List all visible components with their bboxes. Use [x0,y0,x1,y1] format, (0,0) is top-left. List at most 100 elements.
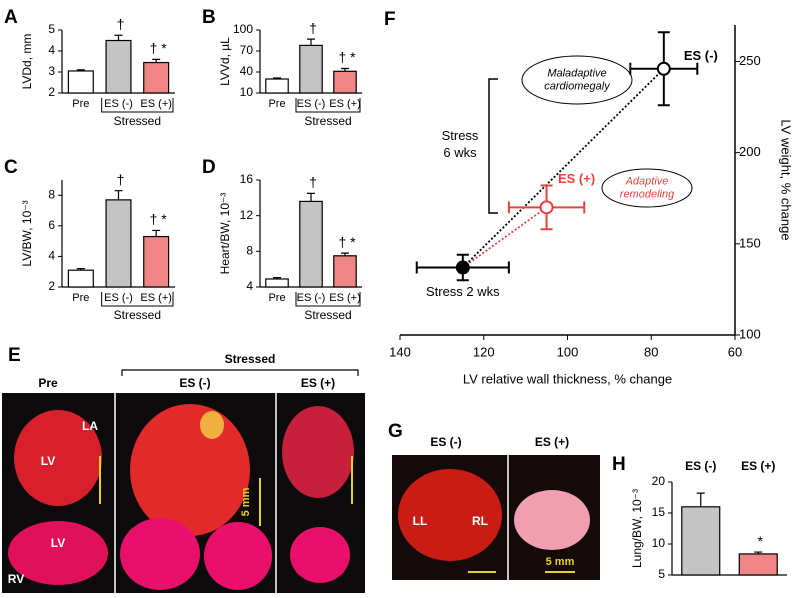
category-label: ES (+) [741,459,775,473]
heart [282,406,354,498]
y-axis-label: LV weight, % change [779,119,794,240]
heart [14,410,102,506]
x-tick-label: 100 [557,344,579,359]
annotation: † * [338,49,356,65]
point-label: Stress 2 wks [426,284,500,299]
annotation: 6 wks [443,145,477,160]
point [656,61,671,76]
y-tick-label: 12 [240,208,254,222]
column-label: Pre [38,376,58,390]
y-tick-label: 6 [48,218,55,232]
bar [105,39,132,94]
panel-label: A [4,7,18,28]
y-axis-label: Lung/BW, 10⁻³ [630,489,644,568]
panel-label: E [8,345,21,366]
y-axis-label: LV/BW, 10⁻³ [20,200,34,266]
connector [462,68,665,269]
panel-label: F [384,9,396,30]
category-label: Pre [268,98,285,110]
y-tick-label: 4 [246,279,253,293]
annotation: * [758,533,764,549]
y-tick-label: 3 [48,64,55,78]
y-tick-label: 4 [48,249,55,263]
y-tick-label: 70 [240,43,254,57]
label: RL [472,514,488,528]
group-label: Stressed [304,114,351,128]
y-tick-label: 40 [240,64,254,78]
category-label: ES (-) [685,459,716,473]
error-bar [696,492,705,507]
heart-slice [120,518,200,590]
error-bar [754,551,763,554]
error-bar [273,77,281,79]
annotation-ellipse [601,168,693,208]
annotation: † [309,20,317,36]
x-tick-label: 120 [473,344,495,359]
lung [398,469,502,561]
bar [333,255,357,288]
x-tick-label: 80 [644,344,658,359]
y-tick-label: 100 [233,22,253,36]
panel-label: H [612,454,626,475]
annotation: † [309,174,317,190]
panel-label: G [388,421,403,442]
group-bracket [101,98,174,113]
annotation: † * [150,211,168,227]
annotation: † [117,171,125,187]
annotation-ellipse [521,55,633,105]
error-bar [273,277,281,279]
photo-panel-g: G ES (-) ES (+) LL RL 5 mm [388,421,600,580]
heart-slice [204,522,272,590]
category-label: ES (-) [104,292,133,304]
error-bar [114,34,123,41]
label: RV [8,572,24,586]
point [455,260,470,275]
error-bar [152,58,161,63]
annotation: Maladaptive [547,67,606,79]
panel-label: D [202,157,216,178]
heart-slice [8,521,108,585]
y-tick-label: 5 [48,22,55,36]
error-bar [341,252,349,256]
y-tick-label: 2 [48,279,55,293]
bar [681,506,721,576]
panel-label: B [202,7,216,28]
label: LV [41,454,55,468]
label: LA [82,419,98,433]
group-bracket [295,292,361,307]
category-label: Pre [72,98,89,110]
bar [265,278,289,288]
panel-label: C [4,157,18,178]
category-label: ES (+) [140,292,171,304]
bar [299,200,323,288]
error-bar [341,67,349,72]
y-tick-label: 250 [739,53,761,68]
bar [67,70,94,94]
x-tick-label: 60 [728,344,742,359]
annotation: † * [150,40,168,56]
error-bar [114,190,123,200]
category-label: ES (-) [297,98,326,110]
column-label: ES (-) [179,376,210,390]
category-label: Pre [72,292,89,304]
y-tick-label: 10 [652,536,666,550]
heart [130,404,250,536]
y-axis-label: Heart/BW, 10⁻³ [218,193,232,275]
scale-label: 5 mm [546,556,575,568]
point-label: ES (+) [558,171,595,186]
y-tick-label: 100 [739,326,761,341]
bar [143,235,170,288]
y-tick-label: 4 [48,43,55,57]
x-axis-label: LV relative wall thickness, % change [463,371,672,386]
column-label: ES (-) [430,435,461,449]
bar [265,78,289,94]
bar [299,44,323,94]
lung [514,490,590,550]
y-axis-label: LVDd, mm [20,34,34,90]
bracket [488,78,498,214]
annotation: † * [338,234,356,250]
y-tick-label: 8 [48,187,55,201]
connector [462,206,548,269]
column-label: ES (+) [535,435,569,449]
